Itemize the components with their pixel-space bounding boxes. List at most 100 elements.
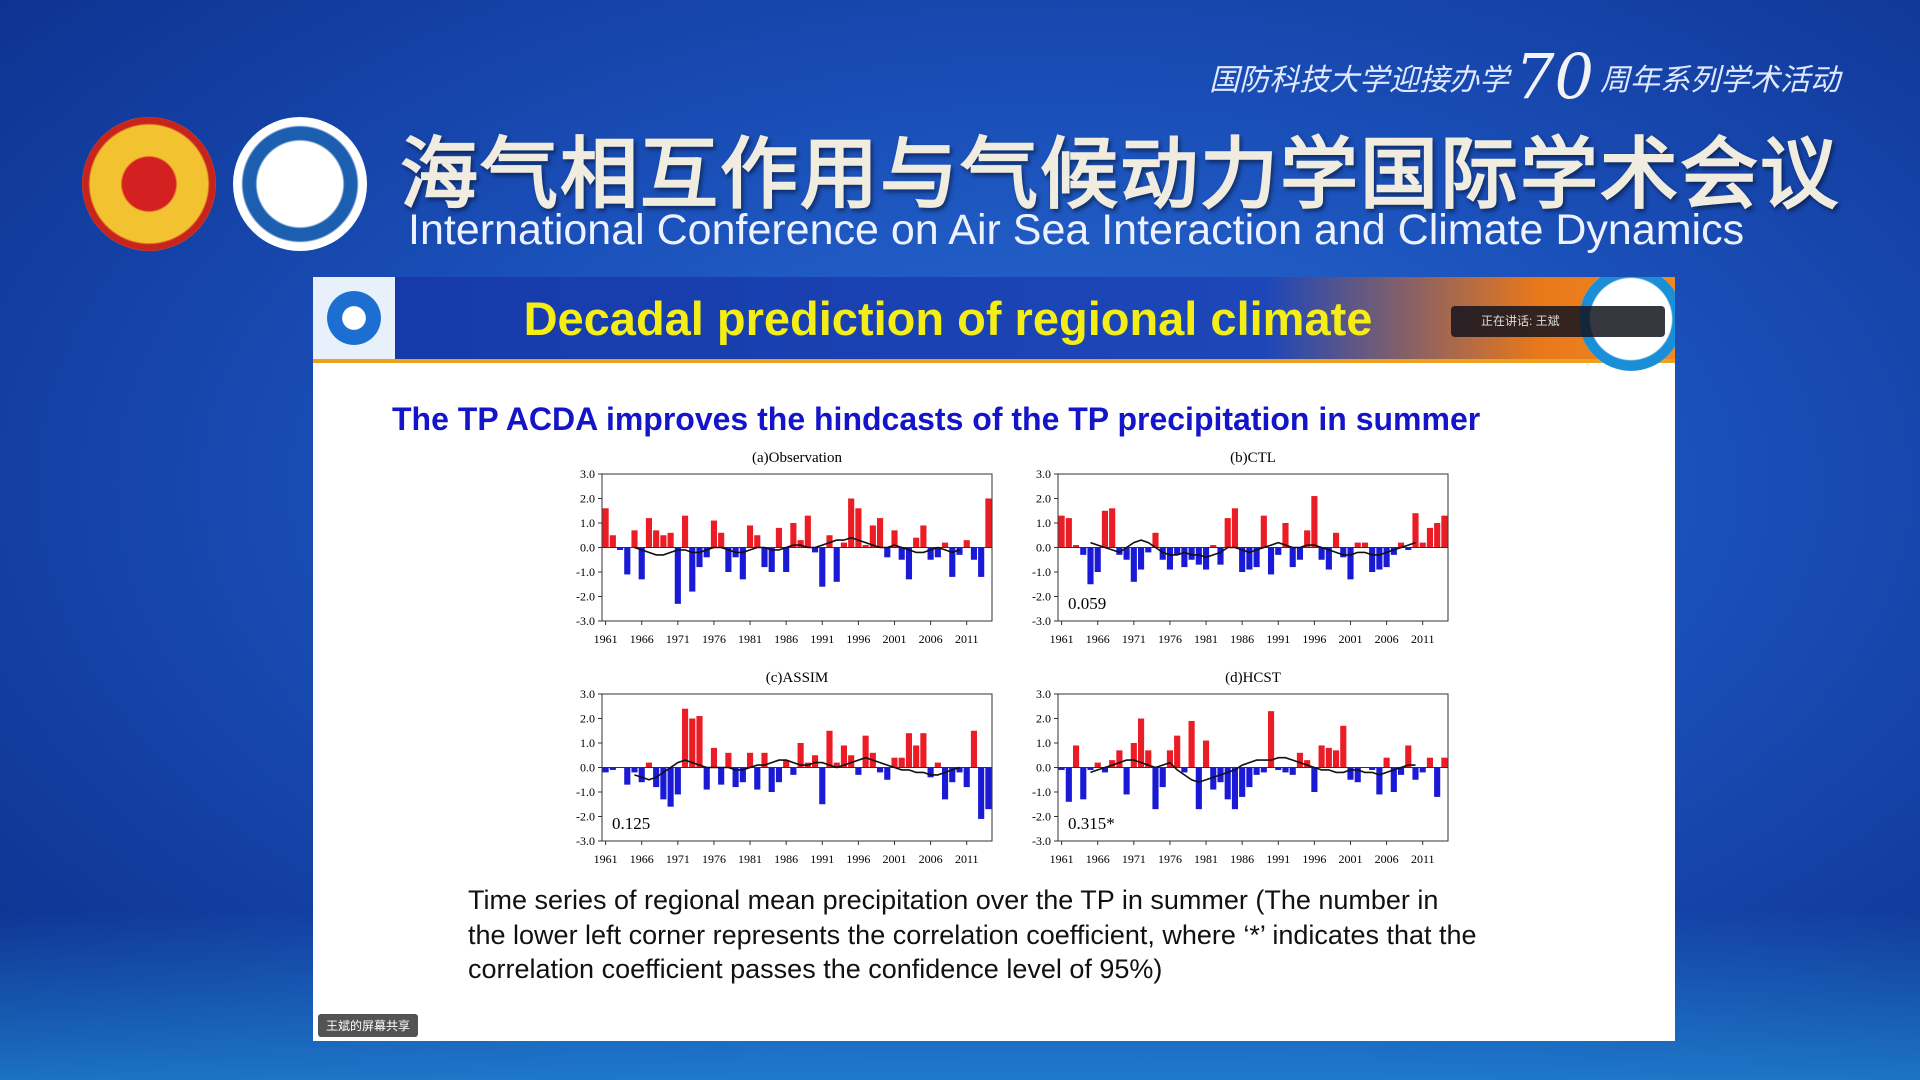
speaker-indicator: 正在讲话: 王斌 <box>1451 306 1665 337</box>
slide-title: Decadal prediction of regional climate <box>523 292 1373 345</box>
college-logo <box>233 117 367 251</box>
x-tick-label: 1976 <box>1158 632 1182 646</box>
bar <box>681 515 689 548</box>
bar <box>833 547 840 582</box>
bar <box>855 767 862 775</box>
x-tick-label: 1966 <box>630 852 654 866</box>
bar <box>624 767 631 785</box>
y-tick-label: -2.0 <box>576 590 595 604</box>
y-tick-label: 2.0 <box>1036 492 1051 506</box>
x-tick-label: 1981 <box>1194 852 1218 866</box>
bar <box>1296 752 1304 768</box>
bar <box>1347 547 1354 580</box>
event-number: 70 <box>1515 40 1594 113</box>
y-tick-label: 3.0 <box>580 687 595 701</box>
bar <box>949 547 956 577</box>
y-tick-label: 0.0 <box>1036 761 1051 775</box>
x-tick-label: 1966 <box>1086 852 1110 866</box>
bar <box>978 767 985 819</box>
bar <box>1383 547 1390 568</box>
bar <box>1159 547 1166 560</box>
x-tick-label: 1986 <box>774 632 798 646</box>
bar <box>891 757 898 768</box>
bar <box>631 530 638 548</box>
bar <box>949 767 956 783</box>
x-tick-label: 1996 <box>846 632 870 646</box>
y-tick-label: -2.0 <box>576 810 595 824</box>
x-tick-label: 1961 <box>594 852 618 866</box>
bar <box>1087 547 1094 585</box>
x-tick-label: 2001 <box>1339 852 1363 866</box>
bar <box>1296 547 1304 560</box>
event-prefix: 国防科技大学迎接办学 <box>1209 64 1510 97</box>
bar <box>855 508 862 548</box>
bar <box>660 535 667 548</box>
bar <box>1224 518 1231 548</box>
bar <box>739 547 746 580</box>
y-tick-label: 3.0 <box>1036 467 1051 481</box>
x-tick-label: 1986 <box>774 852 798 866</box>
bar <box>1267 711 1275 768</box>
bar <box>1405 547 1412 550</box>
caption-line: the lower left corner represents the cor… <box>468 919 1477 950</box>
x-tick-label: 2006 <box>1375 632 1399 646</box>
conference-title-cn: 海气相互作用与气候动力学国际学术会议 <box>400 129 1841 220</box>
bar <box>768 547 775 572</box>
y-tick-label: 1.0 <box>580 736 595 750</box>
bar <box>913 537 920 548</box>
x-tick-label: 1981 <box>738 852 762 866</box>
bar <box>638 767 645 783</box>
bar <box>797 743 804 768</box>
bar <box>1145 750 1152 768</box>
correlation-label: 0.125 <box>612 814 650 833</box>
x-tick-label: 1991 <box>1266 632 1290 646</box>
bar <box>1369 547 1376 572</box>
bar <box>775 527 783 548</box>
bar <box>1109 508 1116 548</box>
bar <box>1390 767 1397 792</box>
bar <box>1072 745 1080 768</box>
bar <box>1304 530 1311 548</box>
bar <box>1340 547 1347 558</box>
chart-title: (c)ASSIM <box>766 670 829 686</box>
bar <box>1174 547 1181 555</box>
bar <box>674 767 681 795</box>
bar <box>1253 547 1260 568</box>
bar <box>970 730 978 768</box>
x-tick-label: 1971 <box>1122 852 1146 866</box>
y-tick-label: 0.0 <box>580 761 595 775</box>
y-tick-label: -3.0 <box>576 614 595 628</box>
bar <box>703 547 710 558</box>
bar <box>905 733 913 768</box>
bar <box>905 547 913 580</box>
x-tick-label: 1996 <box>1302 852 1326 866</box>
bar <box>1260 767 1267 773</box>
y-tick-label: -3.0 <box>1032 614 1051 628</box>
bar <box>1289 547 1296 568</box>
bar <box>645 518 653 548</box>
bar <box>1094 547 1101 572</box>
bar <box>956 547 963 555</box>
bar <box>819 547 826 587</box>
bar <box>1080 547 1087 555</box>
event-banner: 国防科技大学迎接办学70 周年系列学术活动 <box>1209 40 1840 113</box>
bar <box>746 525 754 548</box>
bar <box>1426 757 1434 768</box>
x-tick-label: 1961 <box>594 632 618 646</box>
bar <box>1325 547 1332 570</box>
bar <box>624 547 631 575</box>
bar <box>703 767 710 790</box>
y-tick-label: 1.0 <box>1036 736 1051 750</box>
bar <box>1369 767 1376 770</box>
caption-line: Time series of regional mean precipitati… <box>468 885 1439 915</box>
bar <box>1195 547 1202 565</box>
bar <box>1137 547 1145 570</box>
bar <box>725 752 732 768</box>
slide: Decadal prediction of regional climate 正… <box>313 277 1675 1041</box>
bar <box>761 752 768 768</box>
bar <box>1123 767 1130 795</box>
bar <box>1419 767 1426 773</box>
bar <box>1174 735 1181 768</box>
bar <box>1354 767 1361 783</box>
